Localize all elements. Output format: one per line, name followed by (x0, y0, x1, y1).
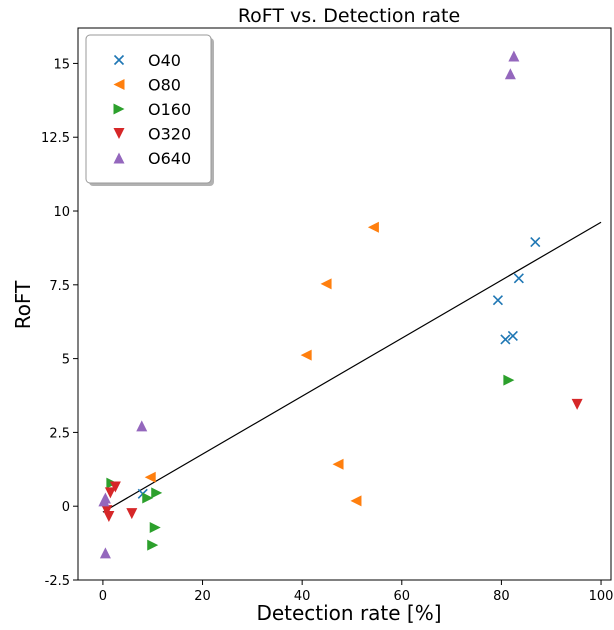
y-axis-title: RoFT (11, 280, 35, 329)
y-tick-label: 15 (53, 57, 70, 72)
data-point-o320 (104, 487, 116, 499)
data-point-o160 (149, 521, 161, 533)
data-point-o80 (320, 278, 332, 290)
legend-label-o80: O80 (148, 76, 181, 95)
legend-marker-o320 (113, 128, 125, 139)
y-tick-label: 7.5 (49, 279, 70, 294)
legend-label-o640: O640 (148, 149, 191, 168)
data-point-o160 (142, 492, 154, 504)
x-tick-label: 100 (589, 589, 614, 604)
legend-marker-o80 (113, 79, 125, 90)
legend-label-o320: O320 (148, 125, 191, 144)
data-point-o320 (126, 508, 138, 520)
data-point-o320 (109, 481, 121, 493)
data-point-o640 (508, 50, 520, 62)
data-point-o80 (350, 495, 362, 507)
y-tick-label: 12.5 (41, 131, 70, 146)
data-point-o40 (530, 236, 541, 248)
data-point-o160 (503, 374, 515, 386)
legend-marker-o640 (113, 152, 125, 164)
y-tick-label: 0 (62, 500, 70, 515)
y-tick-label: 2.5 (49, 426, 70, 441)
x-tick-label: 20 (194, 589, 211, 604)
y-tick-label: -2.5 (45, 574, 70, 589)
chart-title: RoFT vs. Detection rate (238, 5, 460, 27)
x-tick-label: 80 (493, 589, 510, 604)
data-point-o640 (98, 495, 110, 507)
legend-box (85, 34, 212, 184)
legend-marker-o40 (113, 54, 125, 66)
data-point-o80 (367, 221, 379, 233)
legend: O40 O80 O160 O320 O640 (85, 34, 214, 186)
plot-area: 0 20 40 60 80 100 -2.5 0 2.5 5 7.5 10 12.5 15 (41, 27, 614, 604)
data-point-o80 (300, 349, 312, 361)
data-point-o40 (500, 334, 511, 345)
x-tick-label: 60 (394, 589, 411, 604)
x-tick-label: 0 (99, 589, 107, 604)
trend-line (102, 221, 602, 513)
x-axis-title: Detection rate [%] (256, 601, 441, 625)
legend-label-o40: O40 (148, 51, 181, 70)
data-point-o40 (507, 330, 518, 341)
y-tick-label: 5 (62, 353, 70, 368)
legend-marker-o160 (113, 103, 125, 115)
plot-frame (77, 27, 612, 581)
legend-label-o160: O160 (148, 100, 191, 119)
data-point-o160 (151, 487, 163, 499)
data-point-o80 (332, 458, 344, 470)
data-point-o40 (513, 273, 524, 284)
x-tick-label: 40 (294, 589, 311, 604)
data-point-o640 (99, 547, 111, 559)
data-point-o320 (103, 511, 115, 523)
y-tick-label: 10 (53, 205, 70, 220)
data-point-o40 (492, 295, 503, 306)
data-point-o80 (144, 471, 156, 483)
data-point-o320 (101, 505, 113, 517)
data-point-o160 (147, 539, 159, 551)
data-point-o640 (136, 420, 148, 432)
data-point-o320 (571, 398, 583, 410)
data-point-o640 (504, 68, 516, 80)
